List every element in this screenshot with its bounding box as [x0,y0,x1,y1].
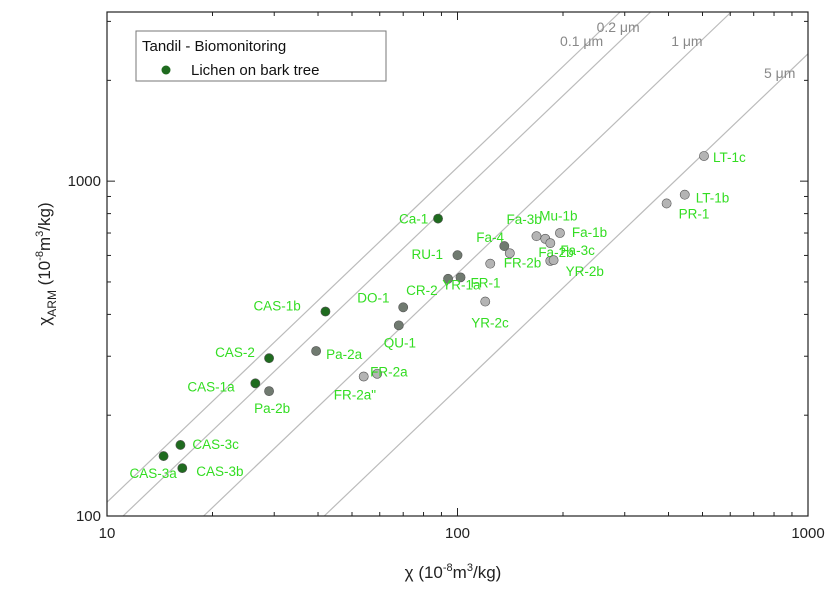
point-fa-4 [499,241,510,251]
x-tick-label: 10 [99,525,116,542]
point-fa-3b [531,231,542,242]
y-tick-label: 1000 [68,173,101,190]
grain-line-2 [203,11,732,517]
point-label-lt-1b: LT-1b [696,191,730,206]
grain-line-0 [106,11,621,503]
point-fr-1 [455,272,466,283]
point-label-pa-2a: Pa-2a [326,347,363,362]
point-label-fa-2b: Fa-2b [538,245,573,260]
point-fa-1b [555,228,565,238]
point-label-cas-3c: CAS-3c [192,437,239,452]
grain-size-label-0: 0.1 μm [560,33,603,49]
legend-entry: Lichen on bark tree [191,62,319,79]
point-ru-1 [452,250,463,261]
grain-size-lines: 0.1 μm0.2 μm 1 μm 5 μm [106,11,809,517]
grain-line-3 [323,53,809,517]
point-pa-2b [264,386,274,397]
point-pr-1 [661,198,672,209]
point-label-yr-1a: YR-1a [442,278,481,293]
legend-box [135,30,387,82]
point-label-fa-3c: Fa-3c [560,243,595,258]
legend-marker [161,65,171,75]
x-tick-label: 1000 [791,525,824,542]
point-cas-1b [320,306,331,317]
point-fr-2b [504,248,515,259]
point-yr-1a [485,258,496,269]
data-points: CAS-3a CAS-3c CAS-3b CAS-1a CAS-2 Pa-2b Pa-2a C… [130,150,746,481]
point-yr-2c [480,296,491,307]
point-label-cas-1a: CAS-1a [187,379,235,394]
point-do-1 [398,302,409,313]
point-label-qu-1: QU-1 [384,335,416,350]
point-cas-3c [175,440,186,450]
point-label-yr-2b: YR-2b [566,264,604,279]
grain-size-label-2: 1 μm [671,33,702,49]
point-fr-2a [372,368,383,379]
point-pa-2a [311,346,322,356]
point-cas-2 [264,353,274,364]
point-label-yr-2c: YR-2c [471,316,509,331]
y-tick-label: 100 [76,508,101,525]
x-tick-label: 100 [445,525,470,542]
y-axis-title: χARM (10-8m3/kg) [34,202,59,325]
point-label-fr-2b: FR-2b [504,255,542,270]
point-cas-3b [177,463,188,474]
point-label-cas-1b: CAS-1b [253,299,300,314]
point-label-do-1: DO-1 [357,290,389,305]
point-yr-2b [548,255,559,266]
point-qu-1 [393,320,404,331]
legend-title: Tandil - Biomonitoring [142,38,286,55]
point-label-cas-3a: CAS-3a [130,466,178,481]
point-label-fr-1: FR-1 [471,275,501,290]
point-label-cr-2: CR-2 [406,283,438,298]
point-label-cas-3b: CAS-3b [196,464,243,479]
point-cas-3a [158,451,169,461]
grain-size-label-1: 0.2 μm [597,19,640,35]
point-label-fa-1b: Fa-1b [572,225,607,240]
point-label-ru-1: RU-1 [412,247,444,262]
grain-size-label-3: 5 μm [764,65,795,81]
point-label-pa-2b: Pa-2b [254,401,290,416]
point-label-lt-1c: LT-1c [713,150,746,165]
point-label-fa-3b: Fa-3b [506,212,541,227]
point-label-cas-2: CAS-2 [215,345,255,360]
point-cas-1a [250,378,261,389]
point-cr-2 [443,273,453,284]
point-label-ca-1: Ca-1 [399,212,428,227]
point-label-fa-4: Fa-4 [476,230,504,245]
point-fr-2a [358,371,369,382]
point-label-mu-1b: Mu-1b [539,209,577,224]
point-fa-3c [545,238,556,249]
point-label-pr-1: PR-1 [679,206,710,221]
grain-line-1 [122,11,652,517]
point-label-fr-2a: FR-2a [370,365,408,380]
point-label-fr-2a: FR-2a" [334,387,377,402]
x-axis-title: χ (10-8m3/kg) [405,562,502,582]
legend: Tandil - Biomonitoring Lichen on bark tr… [135,30,387,82]
point-lt-1c [699,151,709,161]
point-ca-1 [433,213,443,224]
point-lt-1b [679,189,690,200]
